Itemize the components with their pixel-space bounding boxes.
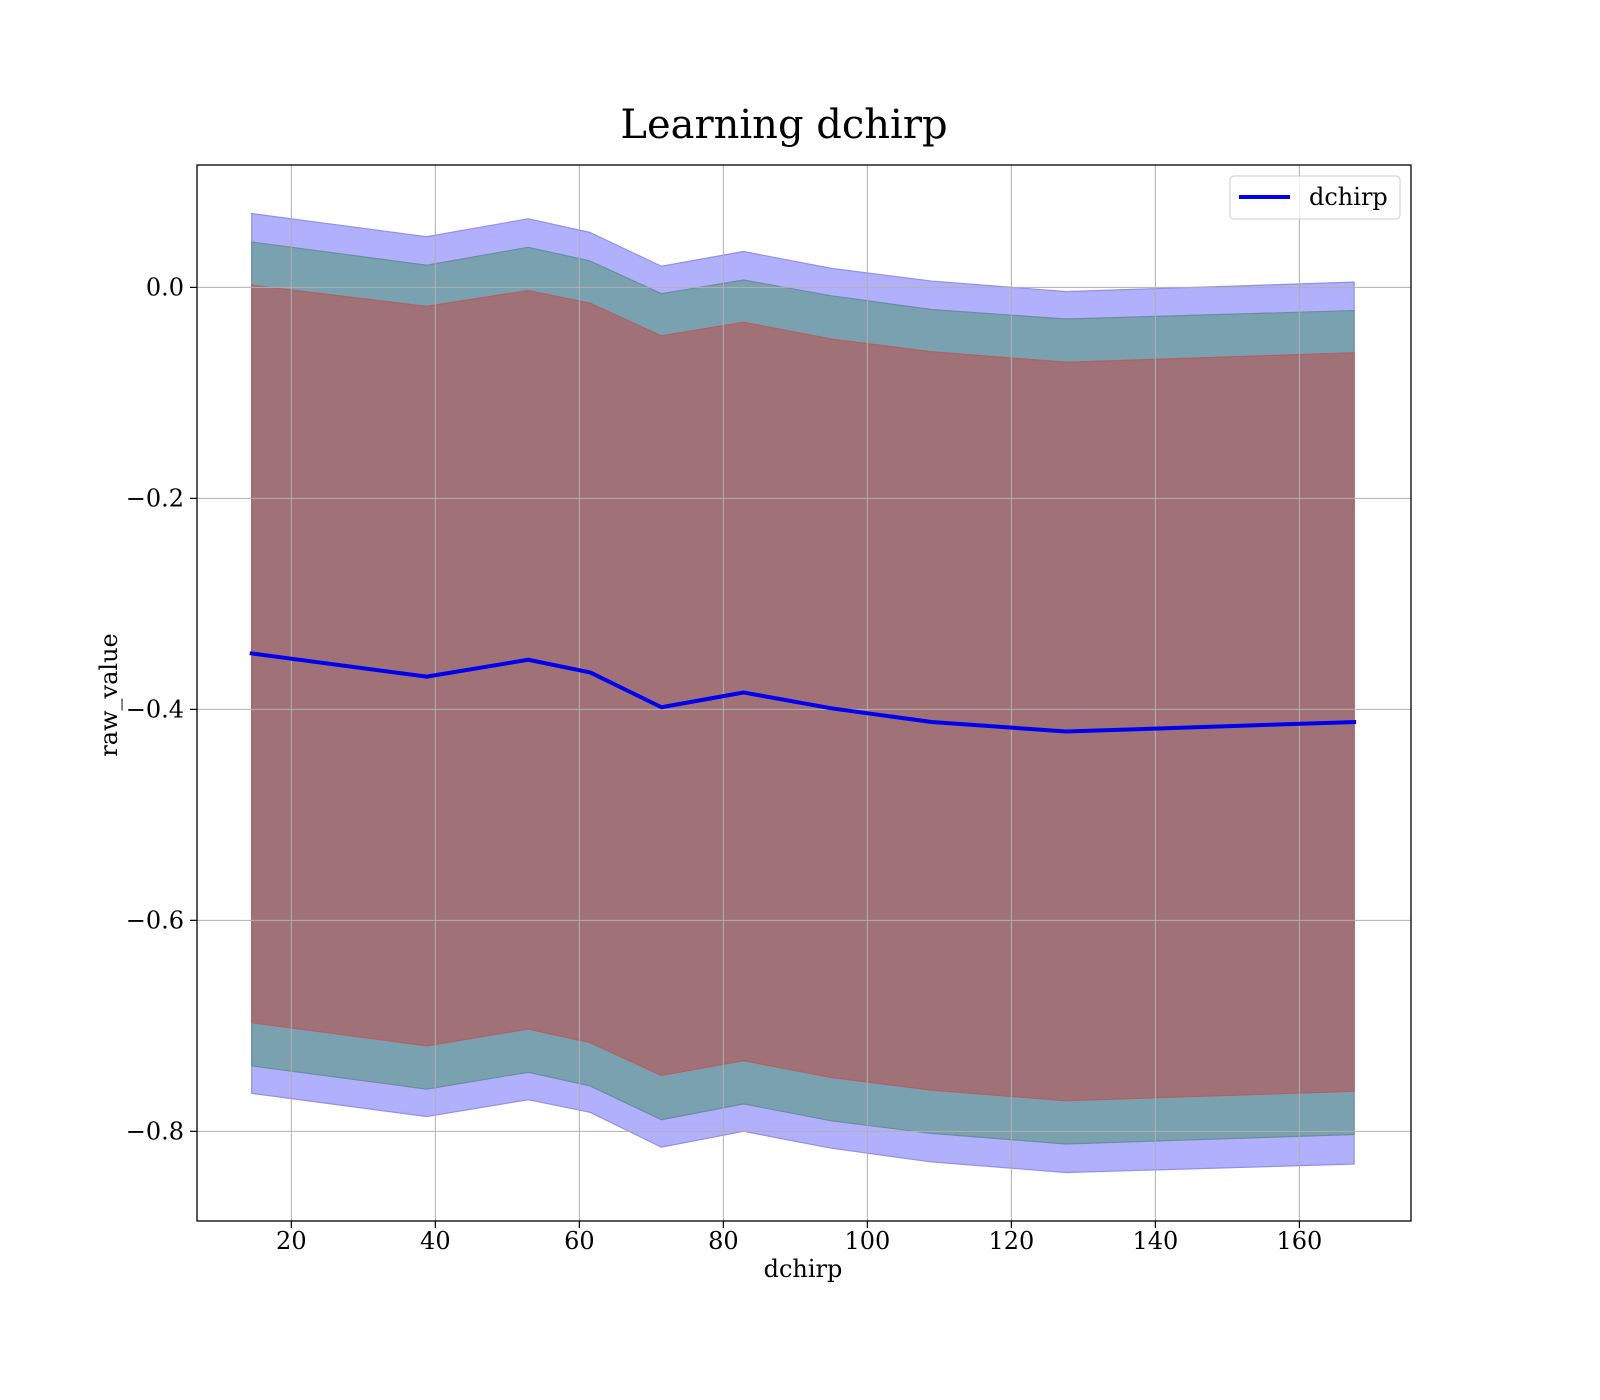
legend-box [1229,175,1401,220]
plot-area [196,164,1412,1222]
x-tick-label: 160 [1276,1227,1322,1255]
band-inner [251,284,1355,1102]
x-tick-label: 60 [564,1227,595,1255]
x-axis-ticks: 20 40 60 80 100 120 140 160 [276,1221,1322,1255]
y-tick-label: −0.8 [126,1117,184,1145]
x-tick-label: 40 [420,1227,451,1255]
y-tick-label: −0.6 [126,906,184,934]
grid-lines [197,165,1411,1221]
legend: dchirp [1229,175,1401,220]
y-tick-label: −0.2 [126,484,184,512]
chart-title: Learning dchirp [620,102,947,148]
series-lines [249,651,1357,734]
confidence-bands [251,212,1355,1174]
x-tick-label: 20 [276,1227,307,1255]
plot-frame [196,164,1412,1222]
x-tick-label: 80 [708,1227,739,1255]
y-axis-label: raw_value [95,633,123,757]
x-tick-label: 120 [988,1227,1034,1255]
x-axis-label: dchirp [764,1255,843,1283]
series-line-dchirp [249,651,1357,734]
y-axis-ticks: 0.0 −0.2 −0.4 −0.6 −0.8 [126,273,197,1145]
x-tick-label: 140 [1132,1227,1178,1255]
legend-label-dchirp: dchirp [1309,183,1388,211]
y-tick-label: −0.4 [126,695,184,723]
y-tick-label: 0.0 [146,273,184,301]
x-tick-label: 100 [844,1227,890,1255]
